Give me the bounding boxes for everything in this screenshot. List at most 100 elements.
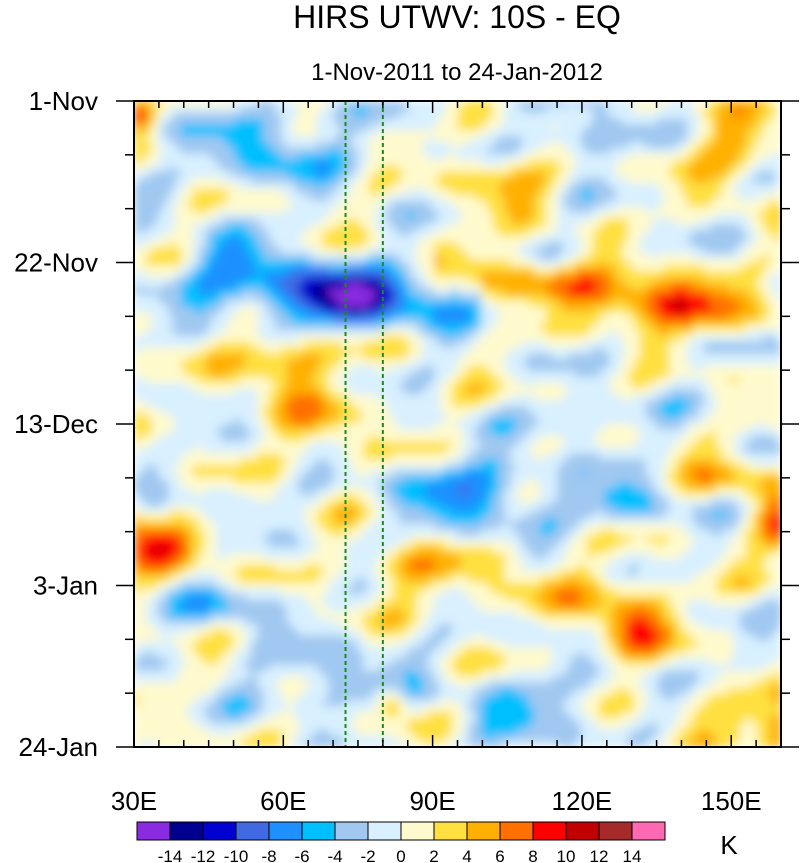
field-cell — [363, 259, 370, 267]
field-cell — [298, 189, 306, 196]
field-cell — [392, 259, 400, 267]
field-cell — [351, 324, 359, 331]
field-cell — [351, 142, 359, 149]
field-cell — [310, 306, 317, 314]
field-cell — [722, 218, 729, 225]
field-cell — [333, 194, 341, 202]
field-cell — [239, 218, 247, 225]
field-cell — [651, 347, 659, 355]
field-cell — [422, 306, 429, 314]
field-cell — [628, 159, 635, 167]
field-cell — [486, 171, 494, 178]
field-cell — [175, 224, 182, 231]
field-cell — [486, 177, 494, 184]
field-cell — [386, 200, 394, 208]
field-cell — [645, 124, 653, 131]
field-cell — [422, 324, 429, 331]
field-cell — [545, 130, 553, 137]
field-cell — [492, 318, 500, 325]
field-cell — [228, 330, 235, 337]
field-cell — [245, 300, 253, 308]
field-cell — [533, 353, 541, 360]
field-cell — [392, 236, 400, 243]
field-cell — [675, 124, 682, 131]
field-cell — [316, 294, 323, 302]
field-cell — [445, 189, 453, 196]
field-cell — [363, 265, 370, 272]
field-cell — [516, 212, 523, 220]
field-cell — [445, 194, 453, 202]
field-cell — [722, 224, 729, 231]
field-cell — [645, 288, 653, 296]
field-cell — [286, 330, 294, 337]
field-cell — [469, 353, 476, 360]
field-cell — [404, 177, 412, 184]
field-cell — [510, 165, 517, 173]
field-cell — [204, 171, 212, 178]
field-cell — [181, 136, 188, 143]
field-cell — [663, 259, 670, 267]
field-cell — [216, 271, 223, 278]
field-cell — [545, 341, 553, 349]
field-cell — [345, 265, 353, 272]
field-cell — [433, 271, 441, 278]
field-cell — [481, 300, 488, 308]
field-cell — [345, 212, 353, 220]
field-cell — [316, 218, 323, 225]
field-cell — [663, 230, 670, 237]
field-cell — [369, 241, 376, 249]
field-cell — [592, 312, 600, 319]
field-cell — [245, 206, 253, 214]
field-cell — [475, 288, 482, 296]
field-cell — [486, 130, 494, 137]
field-cell — [516, 183, 523, 190]
field-cell — [692, 224, 700, 231]
field-cell — [551, 206, 559, 214]
field-cell — [757, 142, 764, 149]
field-cell — [186, 330, 194, 337]
field-cell — [622, 106, 629, 114]
field-cell — [445, 200, 453, 208]
field-cell — [639, 300, 647, 308]
field-cell — [698, 218, 706, 225]
field-cell — [439, 312, 447, 319]
field-cell — [422, 236, 429, 243]
field-cell — [686, 118, 694, 126]
field-cell — [616, 300, 623, 308]
field-cell — [669, 247, 676, 255]
field-cell — [692, 353, 700, 360]
field-cell — [757, 277, 764, 284]
field-cell — [763, 106, 770, 114]
field-cell — [598, 271, 606, 278]
field-cell — [763, 300, 770, 308]
field-cell — [492, 359, 500, 366]
field-cell — [210, 294, 217, 302]
field-cell — [751, 265, 759, 272]
field-cell — [439, 306, 447, 314]
field-cell — [175, 200, 182, 208]
field-cell — [775, 147, 781, 155]
field-cell — [669, 236, 676, 243]
field-cell — [428, 241, 435, 249]
field-cell — [145, 277, 153, 284]
field-cell — [716, 124, 723, 131]
field-cell — [263, 312, 270, 319]
field-cell — [557, 241, 564, 249]
field-cell — [439, 324, 447, 331]
field-cell — [581, 189, 588, 196]
field-cell — [604, 194, 612, 202]
field-cell — [498, 142, 506, 149]
field-cell — [345, 224, 353, 231]
field-cell — [222, 124, 229, 131]
field-cell — [516, 200, 523, 208]
field-cell — [581, 306, 588, 314]
field-cell — [151, 106, 159, 114]
field-cell — [145, 171, 153, 178]
field-cell — [275, 294, 282, 302]
field-cell — [422, 359, 429, 366]
field-cell — [775, 136, 781, 143]
field-cell — [733, 353, 741, 360]
field-cell — [433, 218, 441, 225]
field-cell — [433, 124, 441, 131]
field-cell — [428, 147, 435, 155]
